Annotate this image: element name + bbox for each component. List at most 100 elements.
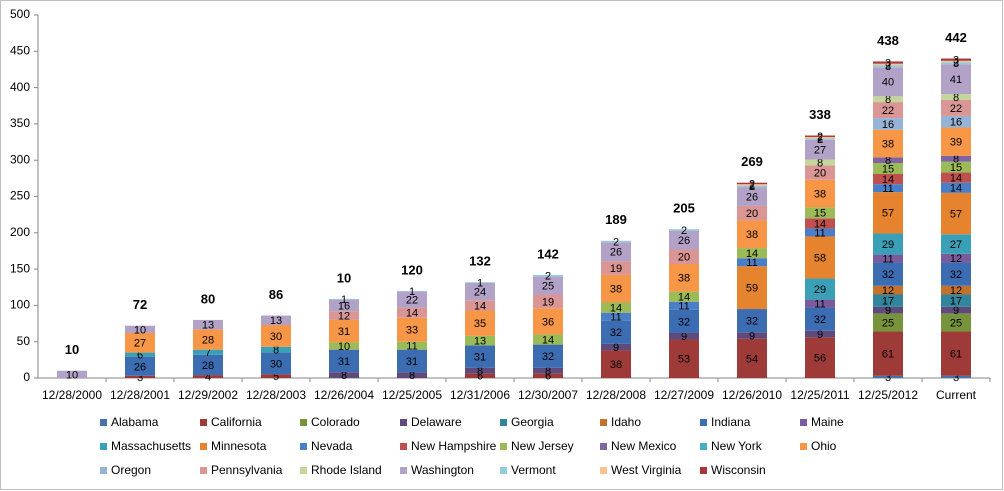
x-tick-label: 12/25/2011	[790, 388, 849, 402]
legend-swatch	[200, 467, 207, 474]
bar-segment	[873, 254, 903, 263]
bar-segment	[669, 301, 699, 310]
bar-segment	[669, 309, 699, 333]
bar-segment	[533, 344, 563, 368]
segment-label: 6	[545, 371, 551, 383]
segment-label: 32	[610, 327, 622, 339]
segment-label: 2	[817, 134, 823, 146]
total-label: 442	[945, 30, 967, 45]
bar-segment	[805, 299, 835, 308]
legend-swatch	[100, 443, 107, 450]
segment-label: 25	[882, 317, 894, 329]
legend-label: Nevada	[311, 439, 353, 453]
segment-label: 2	[681, 225, 687, 237]
total-label: 269	[741, 154, 763, 169]
bar-segment	[941, 127, 971, 156]
segment-label: 32	[678, 316, 690, 328]
bar-segment	[941, 375, 971, 378]
bar-segment	[397, 317, 427, 342]
y-tick-label: 500	[10, 7, 30, 21]
bar-segment	[941, 192, 971, 235]
bar-segment	[873, 118, 903, 130]
segment-label: 14	[678, 292, 690, 304]
segment-label: 9	[885, 305, 891, 317]
segment-label: 38	[814, 189, 826, 201]
segment-label: 1	[477, 277, 483, 289]
segment-label: 28	[202, 360, 214, 372]
bar-segment	[533, 274, 563, 277]
bar-segment	[737, 338, 767, 378]
bar-segment	[737, 185, 767, 188]
bar-segment	[125, 352, 155, 357]
segment-label: 31	[338, 326, 350, 338]
bar-segment	[125, 332, 155, 353]
bar-segment	[805, 236, 835, 279]
segment-label: 1	[409, 286, 415, 298]
bar-segment	[397, 291, 427, 308]
segment-label: 8	[953, 92, 959, 104]
segment-label: 22	[406, 294, 418, 306]
segment-label: 4	[205, 371, 211, 383]
segment-label: 3	[885, 372, 891, 384]
segment-label: 19	[542, 296, 554, 308]
segment-label: 38	[678, 273, 690, 285]
bar-segment	[941, 262, 971, 286]
bar-segment	[533, 308, 563, 335]
x-tick-label: 12/28/2001	[110, 388, 170, 402]
bar-segment	[737, 220, 767, 249]
bar-segment	[737, 258, 767, 267]
segment-label: 61	[882, 349, 894, 361]
x-tick-label: 12/28/2003	[246, 388, 306, 402]
bar-segment	[873, 192, 903, 234]
bar-segment	[329, 311, 359, 320]
bar-segment	[669, 339, 699, 378]
segment-label: 36	[542, 316, 554, 328]
segment-label: 53	[678, 354, 690, 366]
bar-segment	[193, 329, 223, 350]
x-tick-label: 12/28/2008	[586, 388, 646, 402]
segment-label: 28	[202, 334, 214, 346]
segment-label: 26	[610, 247, 622, 259]
bar-segment	[465, 310, 495, 336]
y-tick-label: 400	[10, 80, 30, 94]
bar-segment	[261, 374, 291, 378]
bar-segment	[873, 96, 903, 103]
segment-label: 32	[814, 314, 826, 326]
x-tick-label: 12/30/2007	[518, 388, 578, 402]
bar-segment	[329, 319, 359, 343]
segment-label: 6	[137, 350, 143, 362]
segment-label: 8	[477, 366, 483, 378]
bar-segment	[941, 58, 971, 61]
segment-label: 32	[746, 316, 758, 328]
bar-segment	[397, 372, 427, 378]
segment-label: 2	[613, 236, 619, 248]
legend-label: Alabama	[111, 415, 159, 429]
bar-segment	[805, 135, 835, 137]
y-tick-label: 350	[10, 116, 30, 130]
segment-label: 19	[610, 263, 622, 275]
total-label: 338	[809, 107, 831, 122]
bar-segment	[465, 282, 495, 283]
bar-segment	[941, 172, 971, 183]
bar-segment	[805, 337, 835, 378]
segment-label: 22	[882, 105, 894, 117]
legend-swatch	[700, 467, 707, 474]
bar-segment	[873, 102, 903, 119]
segment-label: 22	[950, 103, 962, 115]
segment-label: 20	[746, 208, 758, 220]
segment-label: 30	[270, 358, 282, 370]
segment-label: 2	[749, 178, 755, 190]
bar-segment	[873, 63, 903, 66]
x-tick-label: 12/27/2009	[654, 388, 714, 402]
segment-label: 2	[953, 56, 959, 68]
bar-segment	[941, 253, 971, 263]
bar-segment	[261, 315, 291, 326]
total-label: 10	[337, 270, 351, 285]
segment-label: 3	[953, 58, 959, 70]
bar-segment	[873, 262, 903, 286]
legend-swatch	[400, 443, 407, 450]
segment-label: 30	[270, 331, 282, 343]
legend-label: California	[211, 415, 262, 429]
segment-label: 10	[338, 341, 350, 353]
bar-segment	[465, 300, 495, 311]
